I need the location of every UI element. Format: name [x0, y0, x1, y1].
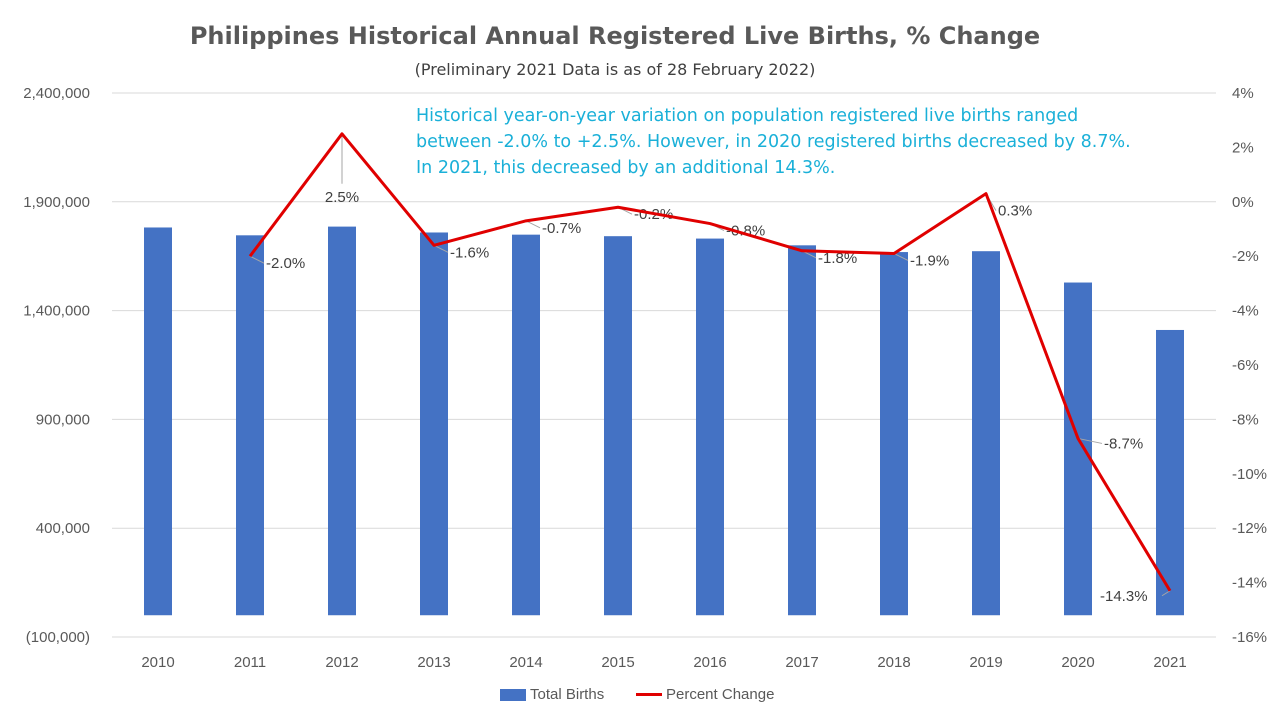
right-axis-tick-label: -6%: [1232, 357, 1259, 374]
annotation-line: In 2021, this decreased by an additional…: [416, 158, 836, 178]
x-axis-tick-label: 2017: [785, 654, 818, 671]
data-label-percent-change: -1.9%: [910, 252, 949, 269]
data-label-percent-change: -14.3%: [1100, 588, 1148, 605]
x-axis-tick-label: 2011: [234, 654, 266, 671]
x-axis-tick-label: 2019: [969, 654, 1002, 671]
data-label-percent-change: -0.7%: [542, 220, 581, 237]
right-axis-tick-label: 2%: [1232, 139, 1254, 156]
bar-total-births: [420, 232, 448, 616]
data-label-percent-change: -8.7%: [1104, 435, 1143, 452]
left-axis-tick-label: 900,000: [36, 411, 90, 428]
bar-total-births: [328, 226, 356, 616]
x-axis-tick-label: 2013: [417, 654, 450, 671]
bar-total-births: [788, 245, 816, 616]
chart-annotation: Historical year-on-year variation on pop…: [416, 103, 1216, 181]
bar-total-births: [604, 236, 632, 616]
legend-swatch-bar: [500, 688, 526, 701]
x-axis-tick-label: 2010: [141, 654, 174, 671]
data-label-leader: [893, 253, 909, 261]
bar-total-births: [144, 227, 172, 616]
x-axis-tick-label: 2014: [509, 654, 542, 671]
data-label-percent-change: -1.6%: [450, 244, 489, 261]
right-axis-tick-label: -2%: [1232, 248, 1259, 265]
right-axis-tick-label: -4%: [1232, 303, 1259, 320]
line-percent-change: [248, 132, 1172, 592]
left-axis-tick-label: 1,900,000: [23, 194, 90, 211]
bar-total-births: [696, 238, 724, 616]
right-axis-tick-label: -16%: [1232, 629, 1267, 646]
legend-label: Total Births: [530, 686, 605, 703]
legend-swatch-line: [636, 693, 662, 696]
bar-total-births: [880, 252, 908, 616]
data-label-percent-change: -0.8%: [726, 223, 765, 240]
right-axis-tick-label: -12%: [1232, 520, 1267, 537]
left-axis-tick-label: (100,000): [26, 629, 90, 646]
data-label-percent-change: 2.5%: [325, 189, 359, 206]
right-axis-tick-label: 0%: [1232, 194, 1254, 211]
x-axis-tick-label: 2015: [601, 654, 634, 671]
data-label-leader: [249, 255, 265, 264]
bar-total-births: [1156, 329, 1184, 616]
bar-total-births: [236, 235, 264, 616]
data-label-percent-change: -1.8%: [818, 250, 857, 267]
annotation-line: Historical year-on-year variation on pop…: [416, 106, 1079, 126]
legend-item-percent-change: Percent Change: [636, 686, 774, 703]
bar-total-births: [1064, 282, 1092, 616]
left-axis-tick-label: 2,400,000: [23, 85, 90, 102]
bar-total-births: [972, 251, 1000, 616]
data-label-leader: [1077, 437, 1103, 444]
data-label-percent-change: 0.3%: [998, 203, 1032, 220]
data-label-percent-change: -2.0%: [266, 255, 305, 272]
right-axis-tick-label: 4%: [1232, 85, 1254, 102]
right-axis-tick-label: -10%: [1232, 466, 1267, 483]
right-axis-tick-label: -8%: [1232, 411, 1259, 428]
legend-item-total-births: Total Births: [500, 686, 604, 703]
x-axis-tick-label: 2018: [877, 654, 910, 671]
left-axis-tick-label: 1,400,000: [23, 303, 90, 320]
chart-title: Philippines Historical Annual Registered…: [189, 22, 1041, 50]
left-axis-tick-label: 400,000: [36, 520, 90, 537]
x-axis-tick-label: 2016: [693, 654, 726, 671]
data-label-leader: [433, 244, 449, 253]
x-axis-tick-label: 2020: [1061, 654, 1094, 671]
bar-total-births: [512, 234, 540, 616]
right-axis-tick-label: -14%: [1232, 575, 1267, 592]
x-axis-tick-label: 2021: [1153, 654, 1186, 671]
data-label-leader: [1161, 590, 1171, 597]
legend-label: Percent Change: [666, 686, 775, 703]
chart-subtitle: (Preliminary 2021 Data is as of 28 Febru…: [414, 60, 816, 79]
annotation-line: between -2.0% to +2.5%. However, in 2020…: [416, 132, 1131, 152]
x-axis-tick-label: 2012: [325, 654, 358, 671]
